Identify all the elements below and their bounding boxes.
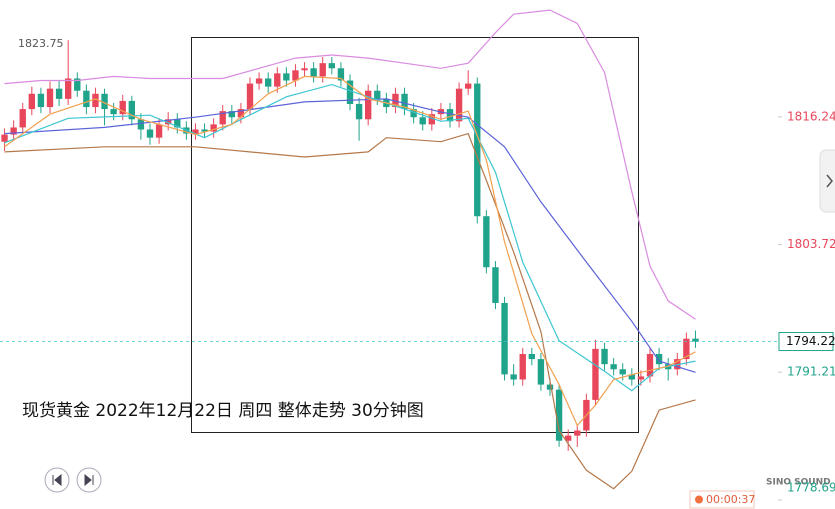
candle-body <box>119 100 126 115</box>
candle-body <box>601 348 608 365</box>
candle-body <box>110 109 117 115</box>
candle-body <box>328 63 335 69</box>
candle-body <box>474 83 481 217</box>
candle-body <box>128 100 135 120</box>
countdown: 00:00:37 <box>706 493 755 506</box>
clock-icon <box>695 495 703 504</box>
candle-body <box>465 83 472 89</box>
y-tick-label: 1778.69 <box>787 481 835 495</box>
candle-body <box>155 124 163 138</box>
playback-controls <box>44 467 102 493</box>
candle-body <box>446 109 454 122</box>
candle-body <box>74 78 81 91</box>
indicator-line <box>4 75 696 427</box>
candle-body <box>210 124 217 132</box>
next-icon <box>84 473 94 487</box>
side-tab-bg[interactable] <box>819 149 835 213</box>
candle-body <box>219 111 226 125</box>
countdown-box <box>689 490 755 509</box>
candle-body <box>319 63 326 77</box>
candle-body <box>265 78 272 87</box>
candle-body <box>683 338 690 360</box>
candle-body <box>301 68 308 71</box>
candle-body <box>655 353 663 365</box>
candle-body <box>610 364 617 370</box>
side-tab-arrow <box>826 174 833 188</box>
candle-body <box>628 374 635 380</box>
candle-body <box>28 93 35 110</box>
candle-body <box>46 88 54 108</box>
candle-body <box>246 83 254 110</box>
candle-body <box>92 93 99 108</box>
watermark: SINO SOUND <box>766 478 831 488</box>
candle-body <box>392 93 399 108</box>
candle-body <box>201 129 208 132</box>
candle-body <box>455 88 463 122</box>
candle-body <box>519 353 526 380</box>
candle-body <box>19 109 26 128</box>
indicator-line <box>4 98 696 373</box>
candle-body <box>365 90 372 120</box>
indicator-line <box>4 9 696 320</box>
candle-body <box>692 338 699 342</box>
candle-body <box>565 435 572 441</box>
candle-body <box>310 68 317 77</box>
candle-body <box>428 114 435 125</box>
prev-icon <box>52 473 62 487</box>
candle-body <box>346 80 354 104</box>
candle-body <box>646 353 654 377</box>
candle-body <box>492 267 499 303</box>
candle-body <box>292 70 299 81</box>
candle-body <box>555 389 563 441</box>
candle-body <box>401 93 408 110</box>
candle-body <box>637 376 645 380</box>
candle-body <box>228 111 235 118</box>
indicator-line <box>4 83 696 392</box>
candle-body <box>237 109 245 118</box>
candle-body <box>619 369 626 375</box>
candle-body <box>574 430 581 436</box>
candle-body <box>1 134 8 142</box>
candle-body <box>65 78 72 99</box>
y-tick-label: 1816.24 <box>787 109 835 123</box>
candle-body <box>146 129 154 138</box>
candle-body <box>174 119 181 128</box>
candle-body <box>274 73 281 87</box>
candle-body <box>255 78 263 84</box>
last-price-box <box>778 332 834 352</box>
y-tick-label: 1791.21 <box>787 365 835 379</box>
candle-body <box>355 103 363 120</box>
candle-body <box>10 127 17 135</box>
indicator-line <box>4 132 696 490</box>
candle-body <box>283 73 290 81</box>
last-price-label: 1794.22 <box>786 334 835 348</box>
candle-body <box>374 90 381 99</box>
candle-body <box>546 384 554 390</box>
candle-body <box>83 90 90 108</box>
candle-body <box>37 93 45 108</box>
candle-body <box>537 359 545 385</box>
candle-body <box>501 302 508 375</box>
candle-body <box>55 88 63 99</box>
candle-body <box>419 117 426 125</box>
candle-body <box>337 68 345 81</box>
candle-body <box>137 119 145 130</box>
candle-body <box>101 93 108 110</box>
candle-body <box>192 129 199 134</box>
side-tab[interactable] <box>819 149 835 213</box>
annotation: 现货黄金 2022年12月22日 周四 整体走势 30分钟图 <box>22 401 424 421</box>
candle-body <box>510 374 517 380</box>
candle-body <box>483 216 490 268</box>
candle-body <box>165 119 172 125</box>
highlight-box <box>191 37 639 433</box>
y-tick-label: 1803.72 <box>787 237 835 251</box>
candle-body <box>410 109 417 118</box>
candle-body <box>528 353 535 360</box>
max-price-label: 1823.75 <box>18 37 64 50</box>
candle-body <box>592 348 599 400</box>
